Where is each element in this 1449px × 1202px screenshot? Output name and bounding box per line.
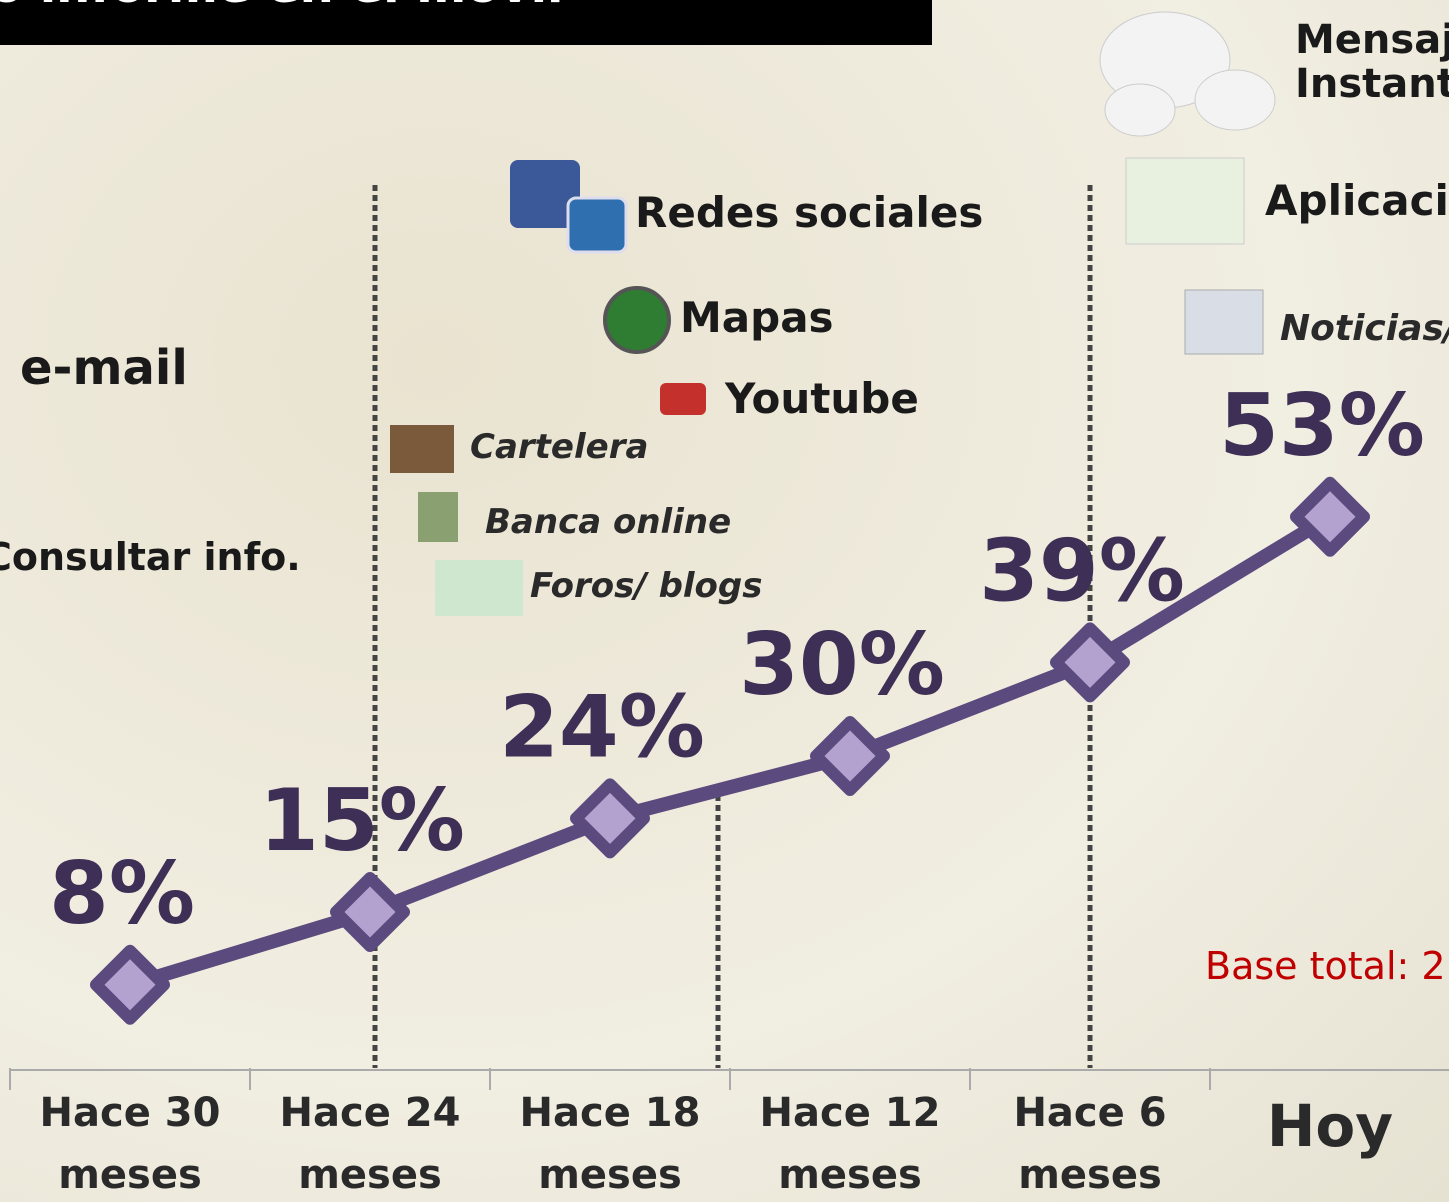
annotation: Redes sociales xyxy=(635,188,983,237)
x-tick-label: Hace 18 meses xyxy=(510,1082,710,1202)
annotation: e-mail xyxy=(20,340,188,396)
marker xyxy=(576,784,644,852)
marker xyxy=(816,722,884,790)
slide: o informe en el móvil 8%15%24%30%39%53% … xyxy=(0,0,1449,1202)
annotation: Base total: 2 xyxy=(1205,944,1446,988)
value-label: 8% xyxy=(49,844,195,944)
marker xyxy=(1296,483,1364,551)
x-tick-label: Hace 30 meses xyxy=(30,1082,230,1202)
annotation: Consultar info. xyxy=(0,535,301,579)
annotation: Foros/ blogs xyxy=(530,566,763,606)
marker xyxy=(96,951,164,1019)
annotation: Banca online xyxy=(485,502,731,542)
value-label: 53% xyxy=(1219,376,1425,476)
annotation: Mapas xyxy=(680,293,834,342)
ovi-icon xyxy=(1126,158,1244,244)
x-tick-label: Hoy xyxy=(1230,1095,1430,1157)
value-label: 30% xyxy=(739,615,945,715)
blog-icon xyxy=(435,560,523,616)
value-label: 15% xyxy=(259,771,465,871)
marker xyxy=(1056,628,1124,696)
annotation: Instant xyxy=(1295,66,1449,102)
x-tick-label: Hace 24 meses xyxy=(270,1082,470,1202)
value-label: 24% xyxy=(499,677,705,777)
compass-icon xyxy=(605,288,669,352)
bubble-icon xyxy=(1105,84,1175,136)
youtube-icon xyxy=(660,383,706,415)
annotation: Aplicacio xyxy=(1265,176,1449,225)
marker xyxy=(336,878,404,946)
news-icon xyxy=(1185,290,1263,354)
annotation: Youtube xyxy=(725,374,919,423)
bubble-icon xyxy=(1195,70,1275,130)
annotation: Noticias/ xyxy=(1280,308,1449,349)
film-icon xyxy=(390,425,454,473)
value-label: 39% xyxy=(979,521,1185,621)
messenger-icon xyxy=(568,198,626,252)
money-icon xyxy=(418,492,458,542)
annotation: Cartelera xyxy=(470,427,648,467)
x-tick-label: Hace 6 meses xyxy=(990,1082,1190,1202)
x-tick-label: Hace 12 meses xyxy=(750,1082,950,1202)
annotation: Mensaj xyxy=(1295,22,1449,58)
chart-title: o informe en el móvil xyxy=(0,0,563,14)
